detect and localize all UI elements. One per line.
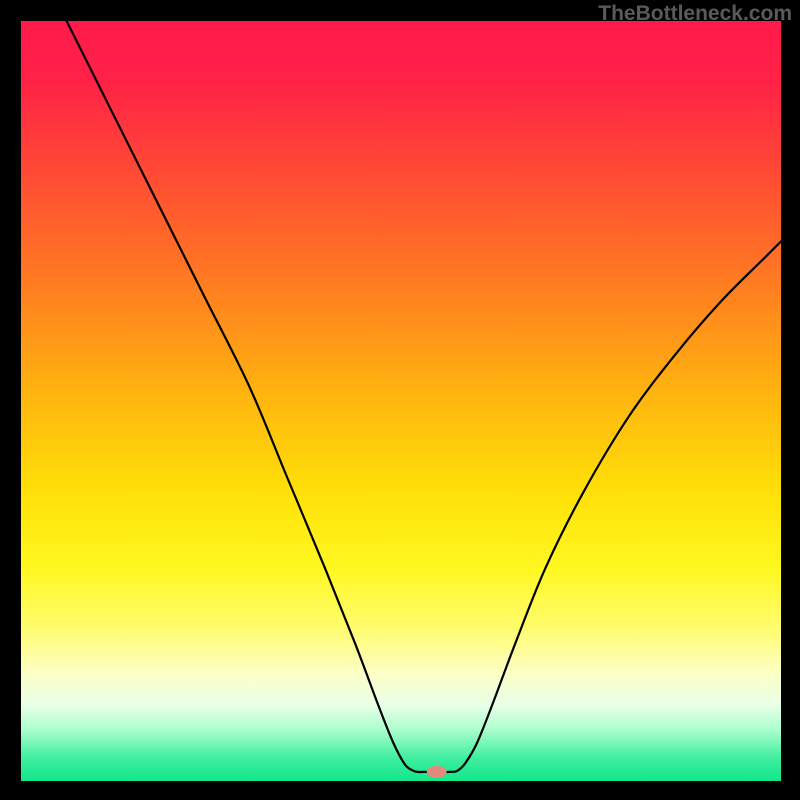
optimum-marker [427,766,447,778]
gradient-plot-area [21,21,781,781]
bottleneck-curve-chart [0,0,800,800]
chart-container: TheBottleneck.com [0,0,800,800]
watermark-text: TheBottleneck.com [598,2,792,26]
